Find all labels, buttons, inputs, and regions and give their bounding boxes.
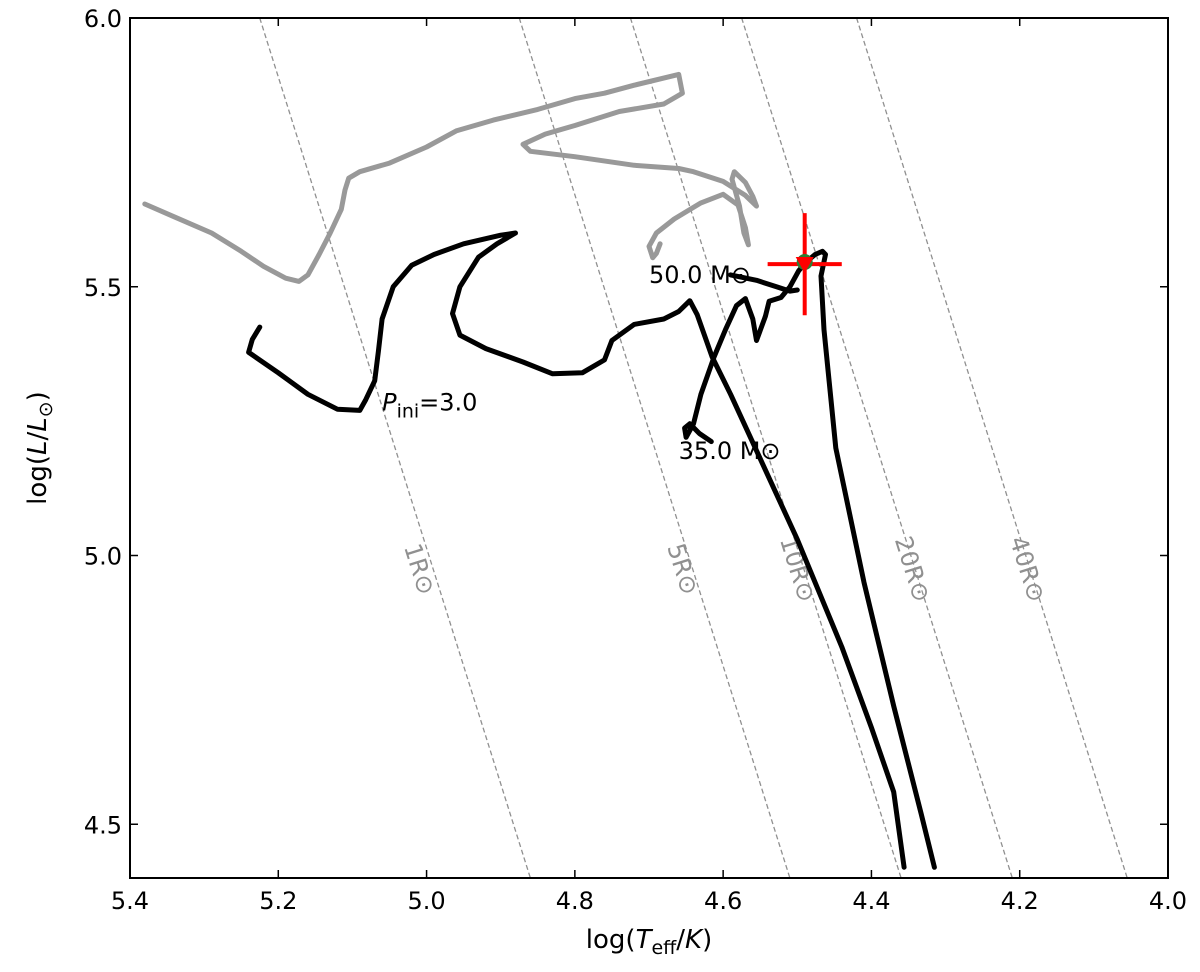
track-series-3 — [728, 272, 800, 294]
track-series — [142, 71, 937, 870]
radius-line-40 — [855, 18, 1128, 878]
plot-frame — [129, 17, 1169, 879]
x-tick-label: 4.2 — [1001, 887, 1039, 915]
radius-line-10 — [629, 18, 902, 878]
track-series-0 — [142, 71, 759, 284]
y-tick-label: 5.5 — [84, 274, 122, 302]
y-tick-label: 6.0 — [84, 5, 122, 33]
radius-label-20: 20R⊙ — [889, 533, 936, 606]
x-tick-label: 4.0 — [1149, 887, 1187, 915]
annotations: 50.0 M⊙ 35.0 M⊙ Pini=3.0 — [382, 261, 780, 465]
radius-line-20 — [741, 18, 1013, 878]
track-series-1 — [246, 230, 907, 870]
x-tick-label: 5.2 — [259, 887, 297, 915]
radius-label-1: 1R⊙ — [398, 540, 440, 598]
radius-label-40: 40R⊙ — [1004, 533, 1051, 606]
x-tick-label: 5.0 — [407, 887, 445, 915]
annotation-35msun: 35.0 M⊙ — [679, 437, 781, 465]
x-tick-label: 4.4 — [852, 887, 890, 915]
x-tick-label: 4.8 — [556, 887, 594, 915]
x-tick-label: 4.6 — [704, 887, 742, 915]
annotation-pini: Pini=3.0 — [382, 388, 477, 422]
y-tick-label: 4.5 — [84, 811, 122, 839]
observed-triangle — [795, 256, 814, 274]
radius-line-5 — [518, 18, 791, 878]
axis-ticks: 5.4 5.2 5.0 4.8 4.6 4.4 4.2 4.0 4.5 5.0 5.5 6.0 — [84, 5, 1187, 915]
x-axis-label: log(Teff/K) — [586, 925, 712, 959]
x-tick-label: 5.4 — [111, 887, 149, 915]
track-series-2 — [682, 248, 937, 870]
radius-label-5: 5R⊙ — [661, 540, 703, 598]
radius-line-1 — [259, 18, 531, 878]
y-tick-label: 5.0 — [84, 543, 122, 571]
annotation-50msun: 50.0 M⊙ — [649, 261, 751, 289]
y-axis-label: log(L/L⊙) — [23, 391, 57, 505]
observation-marker — [767, 213, 842, 316]
